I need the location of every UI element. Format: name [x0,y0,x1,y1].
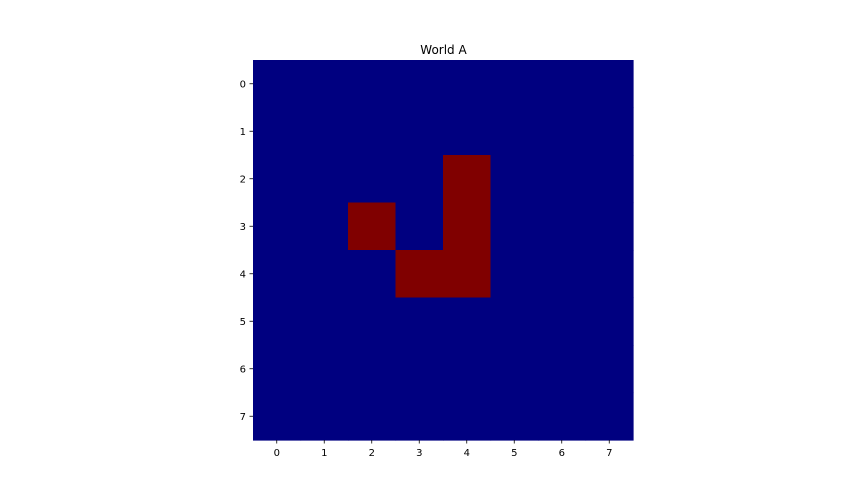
heatmap-cell-r2-c5 [490,155,539,204]
heatmap-cell-r1-c4 [443,107,492,156]
heatmap-cell-r3-c5 [490,202,539,251]
y-tick-label-7: 7 [240,412,246,423]
y-tick-label-0: 0 [240,79,246,90]
heatmap-cell-r5-c2 [348,297,397,346]
heatmap-cell-r1-c6 [538,107,587,156]
chart-title: World A [420,43,467,57]
heatmap-cell-r5-c1 [300,297,349,346]
heatmap-cell-r4-c7 [585,250,634,299]
heatmap-cell-r2-c6 [538,155,587,204]
heatmap-cell-r6-c6 [538,345,587,394]
heatmap-cell-r2-c3 [395,155,444,204]
heatmap-cell-r1-c5 [490,107,539,156]
heatmap-cell-r7-c1 [300,392,349,441]
x-tick-label-2: 2 [369,448,375,459]
heatmap-cell-r1-c3 [395,107,444,156]
x-tick-label-4: 4 [464,448,470,459]
heatmap-cell-r7-c3 [395,392,444,441]
heatmap-cell-r4-c6 [538,250,587,299]
heatmap-cell-r7-c5 [490,392,539,441]
heatmap-cell-r2-c1 [300,155,349,204]
heatmap-cell-r0-c2 [348,60,397,109]
heatmap-cell-r5-c3 [395,297,444,346]
heatmap-cell-r5-c4 [443,297,492,346]
heatmap-cell-r2-c2 [348,155,397,204]
heatmap-cell-r1-c7 [585,107,634,156]
heatmap-cell-r0-c0 [253,60,302,109]
heatmap-cell-r3-c1 [300,202,349,251]
heatmap-cell-r7-c0 [253,392,302,441]
y-tick-label-6: 6 [240,364,246,375]
heatmap-cell-r4-c4 [443,250,492,299]
x-tick-label-7: 7 [606,448,612,459]
heatmap-cell-r4-c1 [300,250,349,299]
heatmap-cell-r5-c5 [490,297,539,346]
heatmap-cell-r6-c3 [395,345,444,394]
heatmap-cells [253,60,634,441]
x-tick-label-1: 1 [321,448,327,459]
heatmap-cell-r4-c5 [490,250,539,299]
x-tick-label-3: 3 [416,448,422,459]
heatmap-cell-r0-c6 [538,60,587,109]
x-tick-label-5: 5 [511,448,517,459]
y-tick-label-5: 5 [240,317,246,328]
x-axis-ticks: 0 1 2 3 4 5 6 7 [274,440,612,459]
heatmap-cell-r1-c0 [253,107,302,156]
heatmap-cell-r7-c2 [348,392,397,441]
heatmap-cell-r6-c4 [443,345,492,394]
heatmap-cell-r6-c2 [348,345,397,394]
heatmap-cell-r5-c7 [585,297,634,346]
heatmap-cell-r3-c3 [395,202,444,251]
y-tick-label-4: 4 [240,269,246,280]
heatmap-cell-r4-c3 [395,250,444,299]
heatmap-cell-r0-c7 [585,60,634,109]
y-tick-label-3: 3 [240,222,246,233]
heatmap-cell-r1-c1 [300,107,349,156]
heatmap-cell-r0-c3 [395,60,444,109]
heatmap-cell-r3-c7 [585,202,634,251]
heatmap-cell-r6-c5 [490,345,539,394]
heatmap-cell-r0-c4 [443,60,492,109]
y-axis-ticks: 0 1 2 3 4 5 6 7 [240,79,253,423]
heatmap-cell-r3-c6 [538,202,587,251]
x-tick-label-0: 0 [274,448,280,459]
heatmap-cell-r6-c1 [300,345,349,394]
heatmap-cell-r6-c0 [253,345,302,394]
heatmap-cell-r2-c4 [443,155,492,204]
y-tick-label-2: 2 [240,174,246,185]
heatmap-cell-r5-c6 [538,297,587,346]
heatmap-cell-r7-c7 [585,392,634,441]
heatmap-cell-r7-c6 [538,392,587,441]
x-tick-label-6: 6 [559,448,565,459]
heatmap-cell-r0-c5 [490,60,539,109]
heatmap-cell-r2-c7 [585,155,634,204]
heatmap-cell-r3-c2 [348,202,397,251]
heatmap-cell-r1-c2 [348,107,397,156]
heatmap-cell-r0-c1 [300,60,349,109]
heatmap-cell-r4-c0 [253,250,302,299]
heatmap-cell-r3-c4 [443,202,492,251]
heatmap-cell-r2-c0 [253,155,302,204]
heatmap-cell-r7-c4 [443,392,492,441]
heatmap-cell-r3-c0 [253,202,302,251]
heatmap-cell-r5-c0 [253,297,302,346]
y-tick-label-1: 1 [240,127,246,138]
heatmap-cell-r4-c2 [348,250,397,299]
heatmap-cell-r6-c7 [585,345,634,394]
